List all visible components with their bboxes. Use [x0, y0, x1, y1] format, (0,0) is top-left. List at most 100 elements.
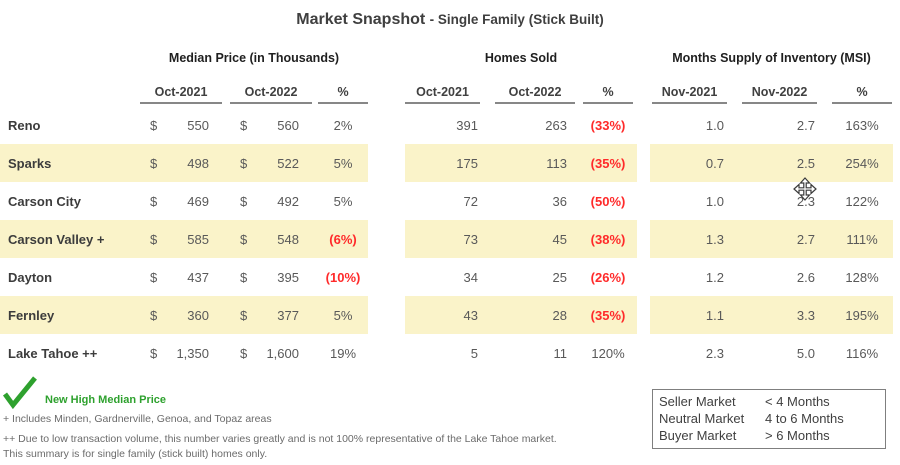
- cell-value: 469: [187, 193, 209, 209]
- section-header-row: Median Price (in Thousands) Homes Sold M…: [0, 50, 900, 66]
- table-row-reno: Reno $550 $560 2% 391 263 (33%) 1.0 2.7 …: [0, 106, 900, 144]
- dollar-sign: $: [150, 269, 158, 285]
- median-2022-cell: $560: [230, 118, 312, 133]
- row-msi-segment: 1.3 2.7 111%: [650, 220, 893, 258]
- msi-legend-box: Seller Market < 4 Months Neutral Market …: [652, 389, 886, 449]
- row-msi-segment: 1.1 3.3 195%: [650, 296, 893, 334]
- dollar-sign: $: [240, 193, 248, 209]
- table-row-sparks: Sparks $498 $522 5% 175 113 (35%) 0.7 2.…: [0, 144, 900, 182]
- median-pct-cell: 5%: [333, 155, 353, 171]
- footnote-summary: This summary is for single family (stick…: [3, 448, 268, 460]
- row-msi-segment: 1.0 2.3 122%: [650, 182, 893, 220]
- row-sold-segment: 175 113 (35%): [405, 144, 637, 182]
- cell-value: 498: [187, 155, 209, 171]
- median-pct-cell: 5%: [333, 193, 353, 209]
- dollar-sign: $: [240, 345, 248, 361]
- sold-pct-cell: 120%: [591, 345, 625, 361]
- sold-section-header: Homes Sold: [405, 50, 637, 66]
- section-title-homes-sold: Homes Sold: [484, 51, 558, 65]
- median-section-header: Median Price (in Thousands): [0, 50, 368, 66]
- median-2022-cell: $395: [230, 270, 312, 285]
- legend-row-buyer: Buyer Market > 6 Months: [659, 427, 885, 444]
- row-median-segment: Carson City $469 $492 5%: [0, 182, 368, 220]
- green-checkmark-icon: [2, 376, 37, 409]
- section-title-median-price: Median Price (in Thousands): [168, 51, 340, 65]
- section-gap: [368, 296, 405, 334]
- column-header-row: Oct-2021 Oct-2022 % Oct-2021 Oct-2022 % …: [0, 83, 900, 104]
- cell-value: 377: [277, 307, 299, 323]
- new-high-label: New High Median Price: [45, 394, 167, 406]
- row-median-segment: Fernley $360 $377 5%: [0, 296, 368, 334]
- region-label: Carson City: [8, 193, 81, 209]
- cell-value: 550: [187, 117, 209, 133]
- cell-value: 395: [277, 269, 299, 285]
- msi-2022-cell: 3.3: [796, 307, 815, 323]
- col-header-msi-nov2022: Nov-2022: [742, 85, 817, 104]
- median-2021-cell: $360: [140, 308, 222, 323]
- median-2022-cell: $548: [230, 232, 312, 247]
- msi-columns: Nov-2021 Nov-2022 %: [650, 83, 893, 104]
- sold-2022-cell: 25: [552, 269, 567, 285]
- new-high-legend: New High Median Price: [2, 375, 900, 409]
- msi-pct-cell: 195%: [845, 307, 879, 323]
- move-cursor-icon: [793, 177, 817, 201]
- row-msi-segment: 2.3 5.0 116%: [650, 334, 893, 372]
- col-header-sold-oct2021: Oct-2021: [405, 85, 480, 104]
- section-gap: [637, 334, 650, 372]
- median-2022-cell: $522: [230, 156, 312, 171]
- median-pct-cell: (6%): [329, 231, 357, 247]
- table-row-dayton: Dayton $437 $395 (10%) 34 25 (26%) 1.2 2…: [0, 258, 900, 296]
- row-sold-segment: 43 28 (35%): [405, 296, 637, 334]
- row-sold-segment: 391 263 (33%): [405, 106, 637, 144]
- sold-pct-cell: (38%): [590, 231, 626, 247]
- msi-2021-cell: 1.0: [705, 117, 724, 133]
- dollar-sign: $: [240, 307, 248, 323]
- cell-value: 1,600: [266, 345, 299, 361]
- legend-value: 4 to 6 Months: [765, 411, 844, 426]
- section-gap: [368, 106, 405, 144]
- legend-row-seller: Seller Market < 4 Months: [659, 393, 885, 410]
- col-header-msi-nov2021: Nov-2021: [652, 85, 727, 104]
- row-median-segment: Lake Tahoe ++ $1,350 $1,600 19%: [0, 334, 368, 372]
- sold-pct-cell: (35%): [590, 155, 626, 171]
- msi-2022-cell: 5.0: [796, 345, 815, 361]
- section-gap: [637, 220, 650, 258]
- section-gap: [637, 182, 650, 220]
- sold-pct-cell: (33%): [590, 117, 626, 133]
- sold-2021-cell: 34: [463, 269, 478, 285]
- sold-2021-cell: 5: [470, 345, 478, 361]
- legend-label: Buyer Market: [659, 428, 737, 443]
- legend-label: Seller Market: [659, 394, 736, 409]
- sold-2022-cell: 45: [552, 231, 567, 247]
- legend-label: Neutral Market: [659, 411, 745, 426]
- section-gap: [637, 50, 650, 66]
- title-main: Market Snapshot: [296, 11, 426, 28]
- median-2021-cell: $585: [140, 232, 222, 247]
- row-median-segment: Reno $550 $560 2%: [0, 106, 368, 144]
- cell-value: 492: [277, 193, 299, 209]
- sold-2021-cell: 43: [463, 307, 478, 323]
- median-2022-cell: $492: [230, 194, 312, 209]
- median-pct-cell: 2%: [333, 117, 353, 133]
- msi-2022-cell: 2.7: [796, 231, 815, 247]
- sold-2022-cell: 11: [553, 345, 568, 361]
- median-columns: Oct-2021 Oct-2022 %: [0, 83, 368, 104]
- median-2022-cell: $377: [230, 308, 312, 323]
- region-label: Reno: [8, 117, 41, 133]
- msi-2021-cell: 1.1: [705, 307, 724, 323]
- sold-columns: Oct-2021 Oct-2022 %: [405, 83, 637, 104]
- legend-value: < 4 Months: [765, 394, 830, 409]
- legend-row-neutral: Neutral Market 4 to 6 Months: [659, 410, 885, 427]
- region-label: Fernley: [8, 307, 55, 323]
- dollar-sign: $: [150, 155, 158, 171]
- row-msi-segment: 0.7 2.5 254%: [650, 144, 893, 182]
- msi-2022-cell: 2.7: [796, 117, 815, 133]
- sold-pct-cell: (50%): [590, 193, 626, 209]
- title-sub: - Single Family (Stick Built): [429, 12, 604, 27]
- median-2021-cell: $550: [140, 118, 222, 133]
- dollar-sign: $: [240, 231, 248, 247]
- msi-2021-cell: 0.7: [705, 155, 724, 171]
- cell-value: 560: [277, 117, 299, 133]
- legend-value: > 6 Months: [765, 428, 830, 443]
